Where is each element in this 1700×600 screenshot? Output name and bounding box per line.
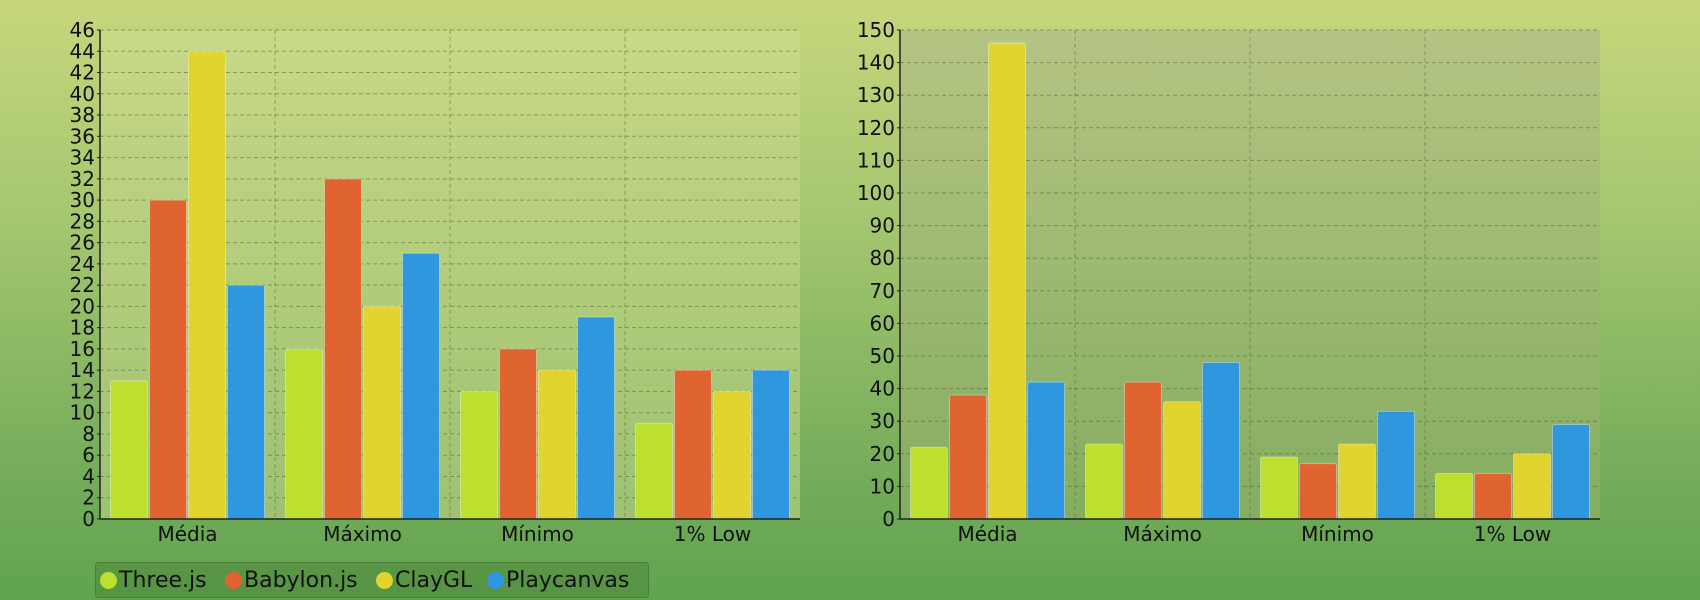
- left-y-tick-label: 2: [82, 486, 95, 510]
- left-bar-babylonjs-2: [499, 348, 537, 520]
- legend-swatch-babylonjs: [225, 571, 242, 589]
- left-bar-babylonjs-0: [149, 199, 187, 520]
- right-bar-babylonjs-1: [1124, 381, 1162, 520]
- right-y-tick-label: 20: [870, 442, 895, 466]
- left-y-tick-label: 38: [70, 103, 95, 127]
- left-x-tick-label: Máximo: [323, 522, 402, 546]
- left-y-tick-label: 24: [70, 252, 95, 276]
- right-bar-playcanvas-1: [1202, 362, 1240, 520]
- left-bar-threejs-0: [110, 380, 148, 520]
- left-y-tick-label: 30: [70, 188, 95, 212]
- left-bar-babylonjs-3: [674, 369, 712, 520]
- right-y-tick-label: 0: [882, 507, 895, 531]
- left-y-tick-label: 10: [70, 401, 95, 425]
- left-y-tick-label: 14: [70, 358, 95, 382]
- legend-swatch-threejs: [100, 571, 117, 589]
- legend-swatch-playcanvas: [487, 571, 504, 589]
- left-y-tick-label: 4: [82, 464, 95, 488]
- legend-label-claygl: ClayGL: [395, 567, 473, 593]
- right-y-tick-label: 60: [870, 311, 895, 335]
- left-bar-claygl-3: [713, 390, 751, 520]
- right-bar-threejs-1: [1085, 443, 1123, 520]
- left-bar-threejs-2: [460, 390, 498, 520]
- right-bar-babylonjs-3: [1474, 472, 1512, 520]
- left-y-tick-label: 12: [70, 379, 95, 403]
- left-bar-playcanvas-0: [227, 284, 265, 520]
- left-y-tick-label: 26: [70, 231, 95, 255]
- right-y-tick-label: 100: [857, 181, 895, 205]
- left-bar-babylonjs-1: [324, 178, 362, 520]
- right-bar-playcanvas-3: [1552, 423, 1590, 520]
- right-y-tick-label: 120: [857, 116, 895, 140]
- right-y-tick-label: 10: [870, 474, 895, 498]
- legend-item-babylonjs: Babylon.js: [225, 563, 358, 597]
- left-y-tick-label: 42: [70, 61, 95, 85]
- right-bar-claygl-0: [988, 42, 1026, 520]
- left-y-tick-label: 36: [70, 124, 95, 148]
- right-x-tick-label: Média: [957, 522, 1017, 546]
- legend-item-threejs: Three.js: [100, 563, 207, 597]
- right-y-tick-label: 40: [870, 377, 895, 401]
- left-y-tick-label: 44: [70, 39, 95, 63]
- legend-item-playcanvas: Playcanvas: [487, 563, 629, 597]
- left-y-tick-label: 16: [70, 337, 95, 361]
- right-bar-threejs-3: [1435, 472, 1473, 520]
- left-bar-threejs-3: [635, 422, 673, 520]
- left-y-tick-label: 46: [70, 18, 95, 42]
- right-y-tick-label: 90: [870, 214, 895, 238]
- left-y-tick-label: 34: [70, 146, 95, 170]
- right-y-tick-label: 140: [857, 51, 895, 75]
- legend-swatch-claygl: [376, 571, 393, 589]
- right-y-tick-label: 50: [870, 344, 895, 368]
- right-y-tick-label: 30: [870, 409, 895, 433]
- left-y-tick-label: 40: [70, 82, 95, 106]
- right-bar-babylonjs-0: [949, 394, 987, 520]
- right-x-tick-label: Mínimo: [1301, 522, 1374, 546]
- right-y-tick-label: 150: [857, 18, 895, 42]
- left-y-tick-label: 8: [82, 422, 95, 446]
- left-bar-claygl-1: [363, 305, 401, 520]
- left-bar-playcanvas-2: [577, 316, 615, 520]
- right-bar-threejs-2: [1260, 456, 1298, 520]
- left-y-tick-label: 22: [70, 273, 95, 297]
- left-bar-threejs-1: [285, 348, 323, 520]
- chart-legend: Three.js Babylon.js ClayGL Playcanvas: [95, 562, 649, 598]
- right-y-tick-label: 80: [870, 246, 895, 270]
- left-y-tick-label: 18: [70, 316, 95, 340]
- right-y-tick-label: 130: [857, 83, 895, 107]
- left-bar-claygl-0: [188, 50, 226, 520]
- legend-label-threejs: Three.js: [119, 567, 207, 593]
- left-y-tick-label: 6: [82, 443, 95, 467]
- left-y-tick-label: 32: [70, 167, 95, 191]
- right-y-tick-label: 110: [857, 148, 895, 172]
- right-x-tick-label: Máximo: [1123, 522, 1202, 546]
- legend-item-claygl: ClayGL: [376, 563, 472, 597]
- right-x-tick-label: 1% Low: [1474, 522, 1551, 546]
- left-y-tick-label: 0: [82, 507, 95, 531]
- left-bar-chart: 0246810121416182022242628303234363840424…: [70, 18, 800, 546]
- right-bar-playcanvas-0: [1027, 381, 1065, 520]
- right-bar-playcanvas-2: [1377, 410, 1415, 520]
- legend-label-playcanvas: Playcanvas: [506, 567, 630, 593]
- left-y-tick-label: 28: [70, 209, 95, 233]
- legend-label-babylonjs: Babylon.js: [244, 567, 358, 593]
- right-bar-threejs-0: [910, 446, 948, 520]
- right-y-tick-label: 70: [870, 279, 895, 303]
- left-x-tick-label: 1% Low: [674, 522, 751, 546]
- right-bar-chart: 0 10 20 30 40 50 60 70 80 90 100 110 120 130 140 150 Méd…: [857, 18, 1600, 546]
- left-bar-playcanvas-1: [402, 252, 440, 520]
- right-bar-babylonjs-2: [1299, 463, 1337, 520]
- left-y-tick-label: 20: [70, 294, 95, 318]
- right-bar-claygl-2: [1338, 443, 1376, 520]
- left-x-tick-label: Média: [157, 522, 217, 546]
- left-x-tick-label: Mínimo: [501, 522, 574, 546]
- right-bar-claygl-1: [1163, 401, 1201, 520]
- left-bar-playcanvas-3: [752, 369, 790, 520]
- right-bar-claygl-3: [1513, 453, 1551, 520]
- left-bar-claygl-2: [538, 369, 576, 520]
